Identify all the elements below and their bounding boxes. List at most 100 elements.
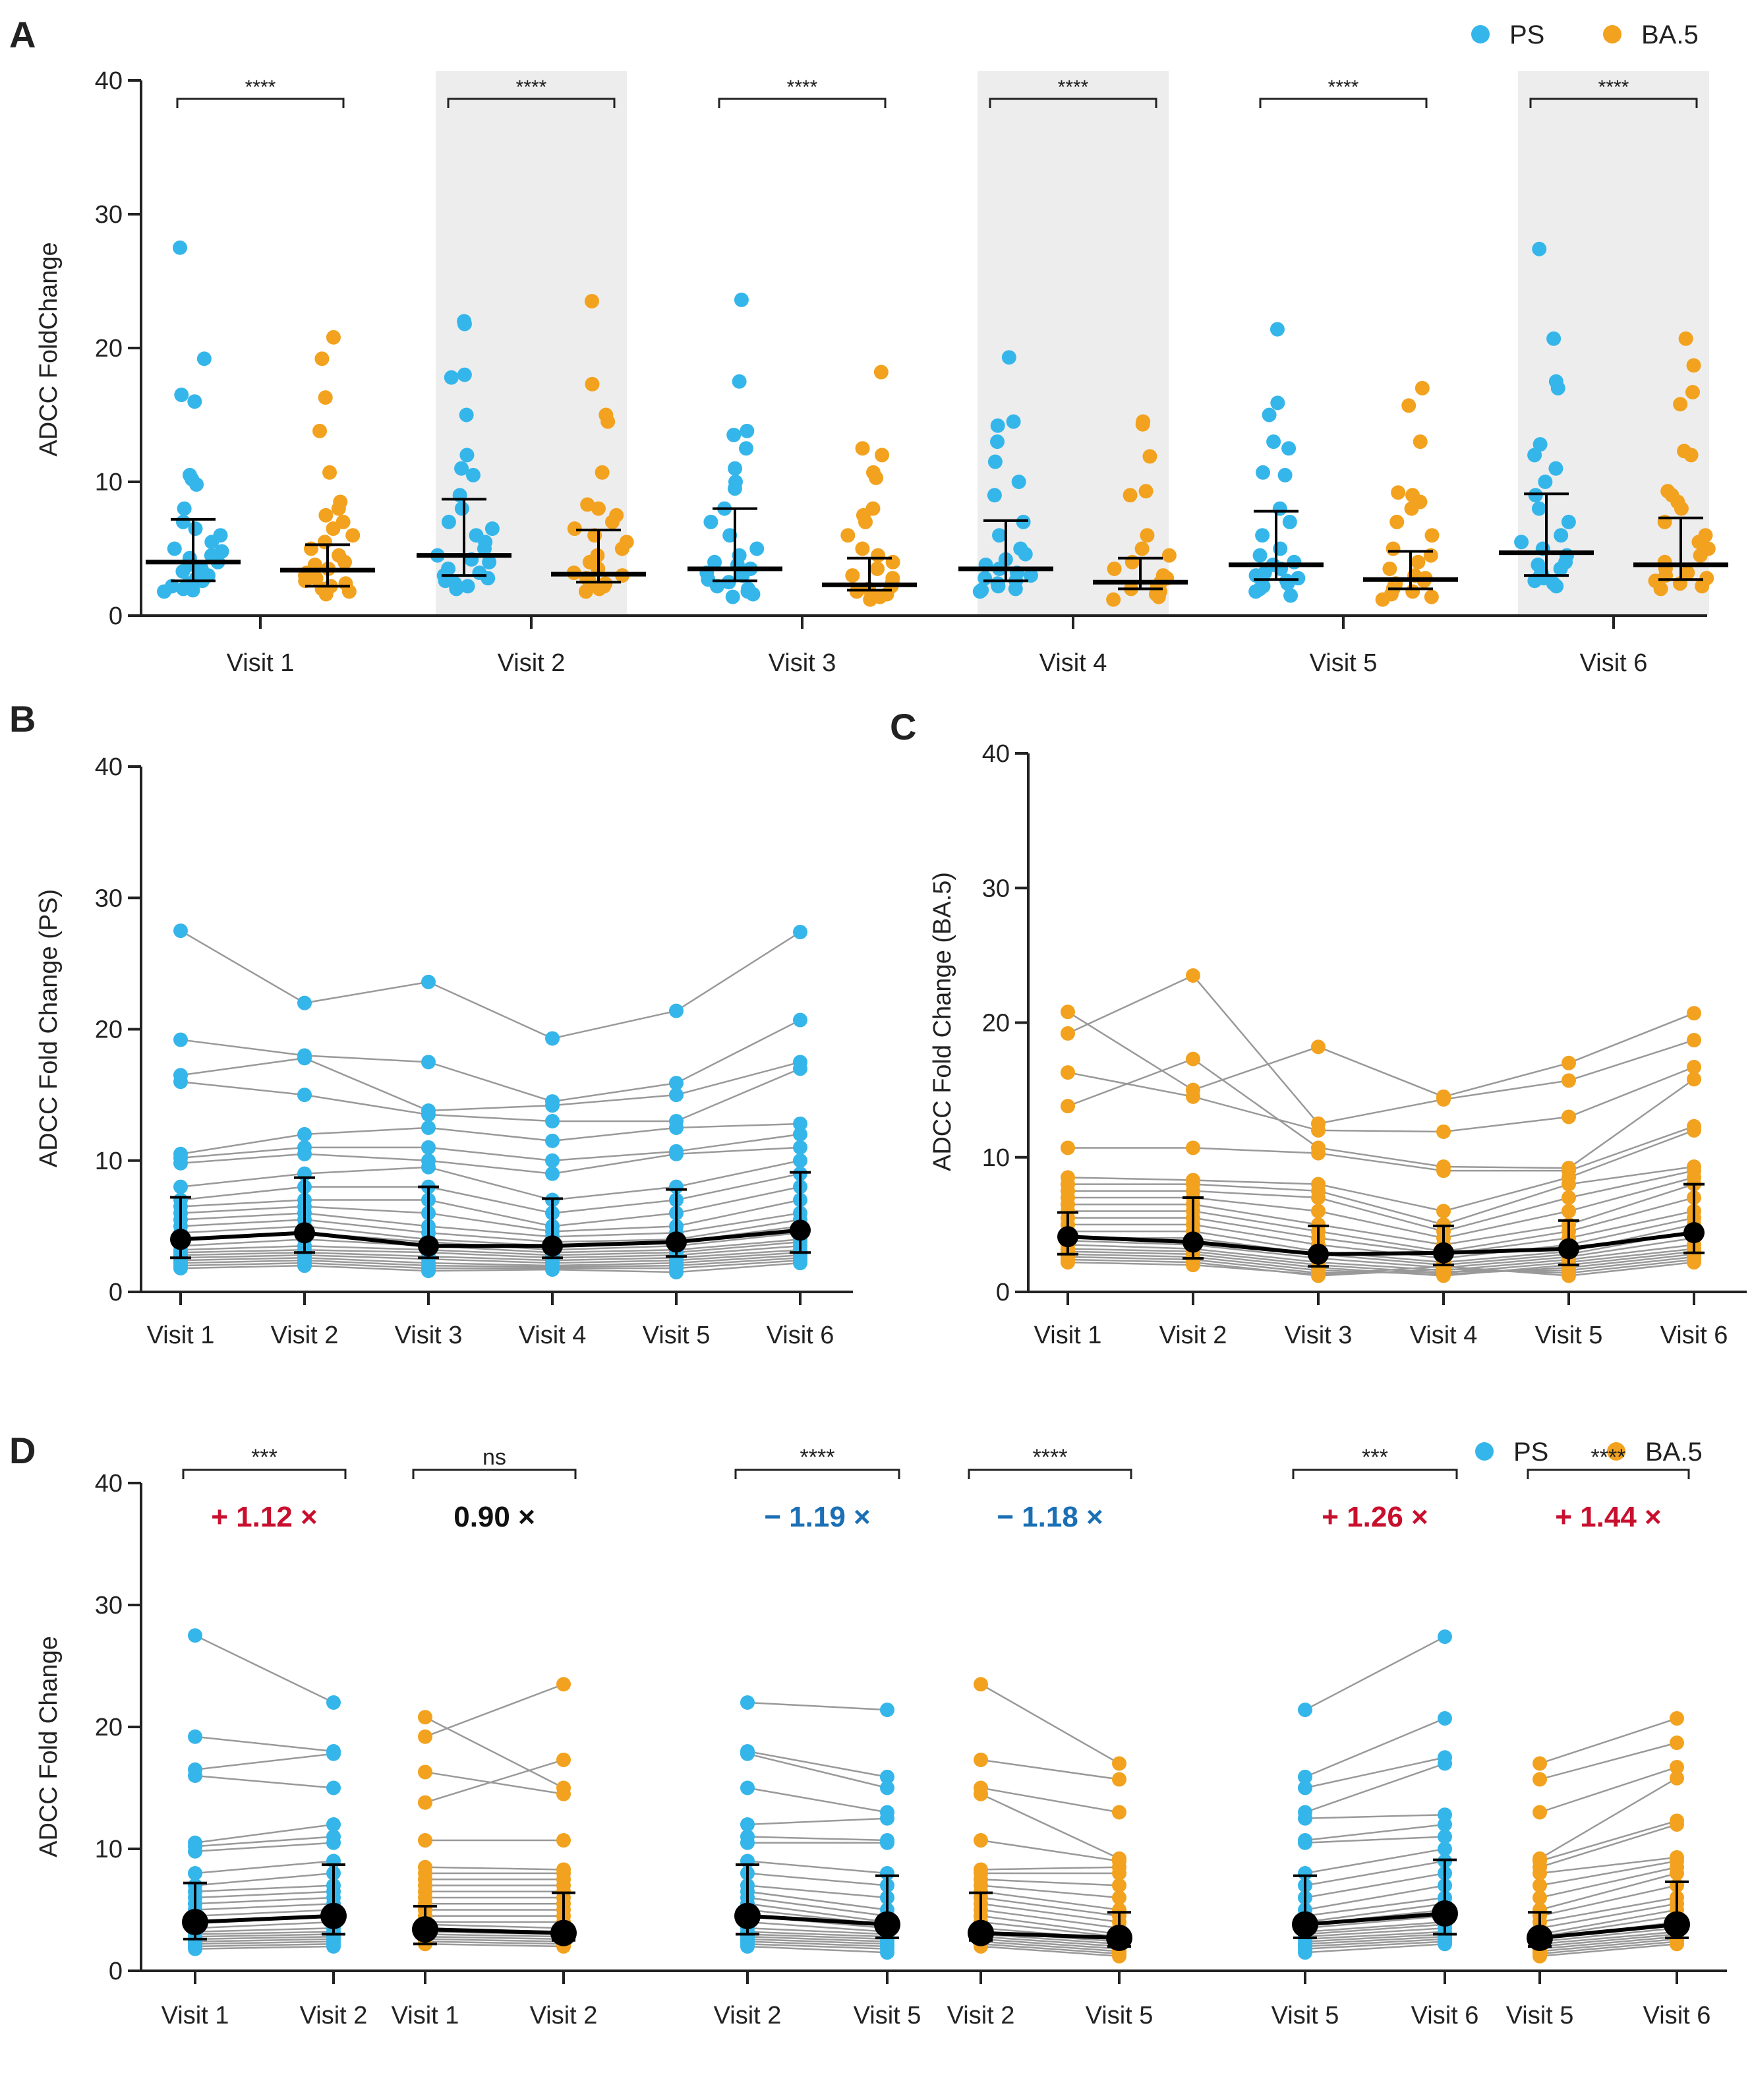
b-subject-point <box>421 1055 436 1070</box>
b-subject-point <box>545 1133 560 1148</box>
d-fold-change-label: − 1.19 × <box>764 1501 870 1533</box>
c-subject-point <box>1311 1146 1326 1161</box>
b-subject-line <box>180 1159 801 1201</box>
d-pair-point <box>1533 1878 1547 1893</box>
d-pair-line <box>1539 1860 1678 1886</box>
b-subject-point <box>297 995 312 1010</box>
c-mean-point <box>1308 1243 1329 1265</box>
d-pair-line <box>424 1940 564 1945</box>
ba5-point <box>318 587 334 602</box>
ps-point <box>1277 467 1293 482</box>
d-pair-point <box>326 1780 341 1795</box>
ba5-point <box>614 541 629 556</box>
c-y-tick-label: 20 <box>982 1010 1010 1037</box>
c-mean-line <box>1067 1231 1695 1256</box>
b-subject-point <box>545 1166 560 1181</box>
ps-point <box>739 441 754 456</box>
ba5-point <box>337 554 353 569</box>
b-mean-line <box>180 1228 801 1248</box>
ba5-point <box>1404 501 1419 516</box>
ps-point <box>477 541 492 556</box>
b-subject-point <box>545 1262 560 1277</box>
d-pair-line <box>980 1938 1120 1950</box>
ps-point <box>726 427 742 442</box>
d-pair-line <box>980 1896 1120 1917</box>
ba5-point <box>326 330 341 345</box>
ps-point <box>1554 528 1569 543</box>
b-subject-line <box>180 1133 801 1162</box>
ps-point <box>457 316 472 332</box>
d-pair-line <box>194 1635 334 1704</box>
d-pair-line <box>424 1716 564 1789</box>
c-y-tick-label: 30 <box>982 875 1010 902</box>
b-subject-line <box>180 1219 801 1243</box>
d-pair-line <box>194 1921 334 1929</box>
ps-point <box>732 374 747 389</box>
a-sig-label: **** <box>245 76 276 98</box>
legend-ba5-marker <box>1603 25 1621 44</box>
d-pair-line <box>1304 1872 1445 1899</box>
d-sig-label: **** <box>1033 1445 1068 1470</box>
d-pair-line <box>424 1923 564 1929</box>
ps-point <box>749 541 765 556</box>
b-mean-point <box>542 1235 563 1257</box>
b-subject-point <box>421 1140 436 1155</box>
ps-point <box>157 584 172 599</box>
ba5-point <box>341 584 357 599</box>
ba5-point <box>1123 488 1138 503</box>
panel-c-plot: 0 10 20 30 40 Visit 1 Visit 2 Visit 3 Visit 4 Vis… <box>982 740 1747 1349</box>
c-subject-point <box>1562 1109 1576 1124</box>
d-sig-bracket <box>182 1469 347 1479</box>
c-subject-point <box>1186 1140 1200 1155</box>
c-subject-point <box>1311 1123 1326 1138</box>
ps-point <box>482 554 497 569</box>
b-subject-point <box>669 1003 684 1018</box>
d-pair-line <box>980 1935 1120 1948</box>
d-pair-line <box>1539 1931 1678 1945</box>
d-pair-line <box>1304 1923 1445 1935</box>
d-pair-line <box>1304 1813 1445 1819</box>
d-pair-line <box>747 1938 888 1945</box>
ps-point <box>1538 475 1553 489</box>
y-axis-label-d: ADCC Fold Change <box>35 1636 63 1857</box>
c-subject-line <box>1067 1261 1695 1277</box>
ps-point <box>449 581 464 597</box>
d-pair-point <box>880 1945 894 1960</box>
b-subject-line <box>180 1199 801 1233</box>
b-subject-line <box>180 1019 801 1103</box>
ps-point <box>1528 488 1543 503</box>
ba5-point <box>1140 528 1155 543</box>
ba5-point <box>345 528 361 543</box>
c-subject-point <box>1061 1005 1075 1020</box>
d-pair-line <box>194 1884 334 1892</box>
ps-point <box>465 467 481 482</box>
d-pair-line <box>194 1938 334 1942</box>
a-sig-label: **** <box>1598 76 1629 98</box>
ba5-point <box>870 561 885 576</box>
b-subject-point <box>793 1140 807 1155</box>
d-mean-line <box>194 1913 334 1924</box>
d-pair-line <box>1304 1896 1445 1917</box>
b-mean-point <box>790 1219 811 1241</box>
ba5-point <box>1678 331 1693 346</box>
c-x-tick-label: Visit 6 <box>1660 1322 1728 1349</box>
ps-point <box>728 461 743 476</box>
b-x-tick-label: Visit 2 <box>271 1322 339 1349</box>
c-subject-line <box>1068 1210 1695 1256</box>
ba5-point <box>1382 561 1397 576</box>
b-subject-line <box>180 1186 801 1227</box>
d-pair-line <box>1304 1938 1445 1948</box>
b-y-tick-label: 20 <box>95 1016 123 1044</box>
ps-point <box>1527 573 1542 589</box>
c-subject-point <box>1186 1089 1200 1104</box>
ps-point <box>990 418 1005 433</box>
a-x-tick-label: Visit 5 <box>1310 649 1378 677</box>
d-pair-point <box>1533 1890 1547 1905</box>
ba5-point <box>312 423 328 438</box>
y-axis-label-a: ADCC FoldChange <box>35 242 63 456</box>
d-pair-point <box>974 1833 988 1848</box>
d-pair-point <box>1112 1866 1126 1881</box>
d-pair-point <box>1670 1760 1684 1775</box>
d-pair-point <box>418 1729 432 1744</box>
ba5-point <box>1413 434 1428 450</box>
